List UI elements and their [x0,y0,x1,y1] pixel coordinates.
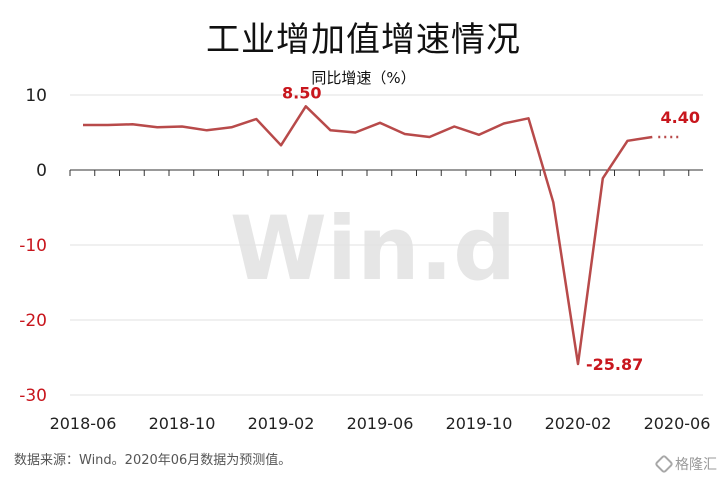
y-tick-label: 0 [36,161,47,181]
label-layer: 8.50 -25.87 4.40 [282,83,700,374]
x-tick-label: 2020-06 [644,414,711,433]
y-tick-label: -30 [19,386,47,406]
logo-mark-icon [654,454,674,474]
logo-text: 格隆汇 [675,457,717,473]
y-tick-label: -20 [19,311,47,331]
title-wrap: 工业增加值增速情况 [0,12,727,61]
x-tick-label: 2019-02 [248,414,315,433]
series-layer [83,105,681,366]
data-label: 8.50 [282,83,321,102]
chart-title: 工业增加值增速情况 [206,20,521,60]
logo: 格隆汇 [654,453,717,475]
y-tick-label: -10 [19,236,47,256]
x-tick-label: 2019-10 [446,414,513,433]
x-tick-label: 2019-06 [347,414,414,433]
data-label: -25.87 [586,355,643,374]
x-tick-label: 2018-06 [50,414,117,433]
series-line [83,105,653,366]
grid-layer [70,94,703,396]
chart-subtitle: 同比增速（%） [311,69,416,87]
x-tick-label: 2018-10 [149,414,216,433]
source-note: 数据来源：Wind。2020年06月数据为预测值。 [14,453,292,468]
x-tick-label: 2020-02 [545,414,612,433]
y-tick-label: 10 [25,86,47,106]
data-label: 4.40 [661,108,700,127]
watermark: Win.d [230,197,516,300]
